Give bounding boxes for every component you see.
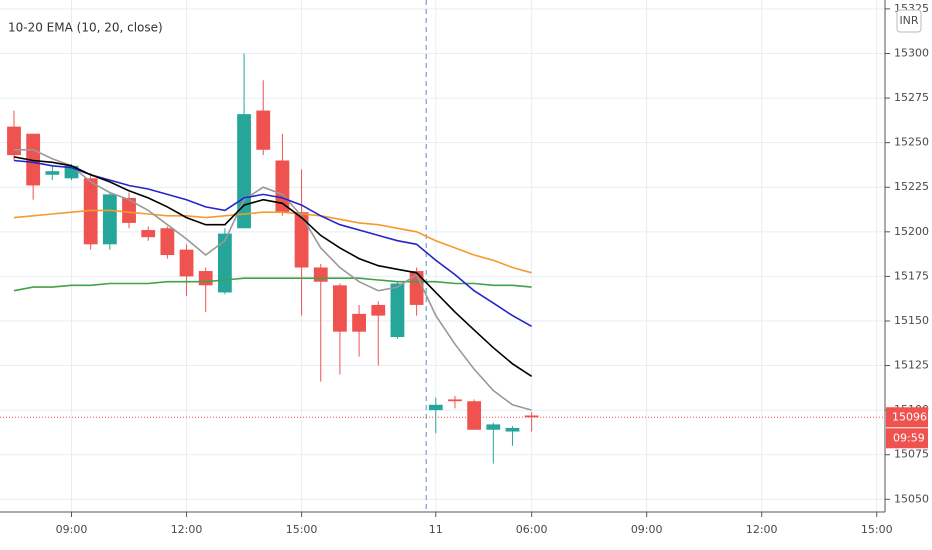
candle-body: [256, 110, 271, 150]
candle-body: [486, 424, 501, 430]
currency-box[interactable]: [896, 9, 922, 33]
currency-label: INR: [899, 14, 918, 27]
ema-line: [13, 159, 532, 327]
y-tick-label: 15150: [894, 314, 929, 327]
candle-body: [467, 401, 482, 430]
y-tick-label: 15075: [894, 448, 929, 461]
x-tick-label: 12:00: [171, 523, 203, 536]
candle-body: [141, 230, 156, 238]
candle-body: [26, 133, 41, 186]
y-tick-label: 15050: [894, 492, 929, 505]
candle-body: [122, 197, 136, 223]
candle-body: [371, 304, 386, 316]
candle-body: [409, 271, 424, 305]
candle-body: [45, 171, 60, 175]
x-tick-label: 09:00: [56, 523, 88, 536]
candle-body: [505, 427, 520, 432]
y-tick-label: 15300: [894, 46, 929, 59]
y-tick-label: 15125: [894, 359, 929, 372]
candle-body: [524, 415, 539, 418]
candle-body: [102, 194, 117, 245]
candle-body: [294, 212, 309, 268]
candle-body: [83, 178, 98, 245]
x-tick-label: 15:00: [286, 523, 318, 536]
countdown-box: [886, 428, 928, 449]
ema-line: [13, 277, 532, 292]
candle-body: [7, 126, 21, 156]
y-tick-label: 15175: [894, 269, 929, 282]
ema-line: [14, 149, 532, 411]
candle-body: [313, 267, 328, 282]
indicator-title: 10-20 EMA (10, 20, close): [8, 21, 163, 35]
countdown-label: 09:59: [893, 431, 925, 444]
candle-body: [217, 233, 232, 293]
y-tick-label: 15225: [894, 180, 929, 193]
candle-body: [160, 228, 175, 255]
y-tick-label: 15275: [894, 91, 929, 104]
candle-body: [448, 399, 462, 402]
y-tick-label: 15250: [894, 136, 929, 149]
x-tick-label: 09:00: [631, 523, 663, 536]
candle-body: [179, 249, 194, 277]
x-tick-label: 11: [429, 523, 443, 536]
candle-body: [198, 271, 213, 286]
y-tick-label: 15200: [894, 225, 929, 238]
candle-body: [275, 160, 290, 213]
ema-line: [13, 156, 533, 377]
x-tick-label: 12:00: [746, 523, 778, 536]
x-tick-label: 15:00: [861, 523, 893, 536]
candle-body: [390, 283, 405, 338]
x-tick-label: 06:00: [516, 523, 548, 536]
candle-body: [333, 285, 347, 332]
last-price-box: [886, 407, 928, 428]
ema-line: [13, 209, 532, 274]
candle-body: [352, 313, 366, 332]
last-price-label: 15096: [892, 410, 927, 423]
candle-body: [428, 404, 443, 411]
